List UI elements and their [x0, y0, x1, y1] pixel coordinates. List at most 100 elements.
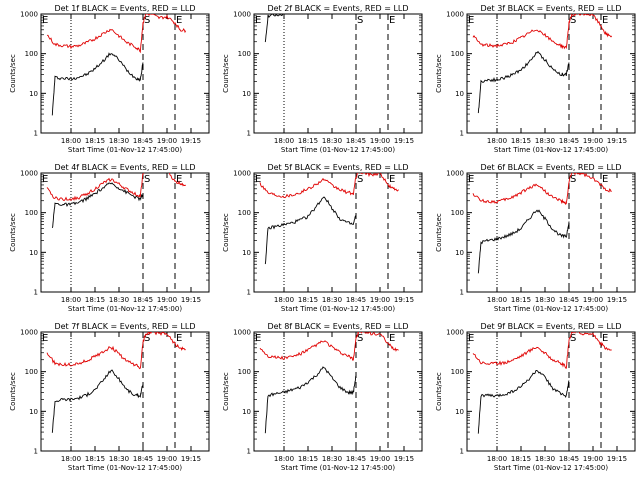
x-tick-label: 18:45 [559, 455, 579, 463]
x-tick-label: 18:30 [535, 137, 555, 145]
x-tick-label: 19:00 [583, 455, 603, 463]
x-tick-label: 18:00 [61, 455, 81, 463]
events-series-line [477, 370, 570, 434]
x-tick-label: 18:30 [535, 296, 555, 304]
x-tick-label: 19:15 [181, 137, 201, 145]
y-tick-label: 10 [29, 249, 38, 257]
y-tick-label: 1 [247, 130, 251, 138]
y-tick-label: 1 [247, 289, 251, 297]
marker-label-s: S [570, 174, 576, 185]
marker-label-e-left: E [255, 333, 261, 344]
marker-label-e: E [176, 333, 182, 344]
marker-label-s: S [144, 15, 150, 26]
x-tick-label: 18:45 [346, 455, 366, 463]
plot-frame [253, 172, 423, 293]
marker-label-e: E [602, 174, 608, 185]
panel-det-1: Det 1f BLACK = Events, RED = LLD 1 10 100 10… [9, 4, 210, 154]
x-tick-label: 18:00 [61, 137, 81, 145]
marker-label-e: E [176, 15, 182, 26]
panel-title: Det 2f BLACK = Events, RED = LLD [267, 4, 408, 13]
x-tick-label: 19:00 [583, 296, 603, 304]
x-tick-label: 19:00 [157, 296, 177, 304]
x-tick-label: 18:45 [133, 137, 153, 145]
x-tick-label: 18:45 [346, 296, 366, 304]
y-tick-label: 100 [451, 368, 464, 376]
events-series-line [264, 196, 357, 265]
plot-frame [40, 172, 210, 293]
x-tick-label: 18:45 [559, 296, 579, 304]
y-tick-label: 1000 [233, 11, 251, 19]
y-tick-label: 1 [247, 448, 251, 456]
y-axis-label: Counts/sec [9, 372, 17, 411]
marker-label-s: S [570, 333, 576, 344]
events-series-line [477, 209, 570, 274]
lld-series-line [259, 173, 399, 199]
x-tick-label: 18:30 [535, 455, 555, 463]
y-tick-label: 100 [25, 368, 38, 376]
y-tick-label: 10 [242, 408, 251, 416]
plot-frame [466, 13, 636, 134]
x-tick-label: 19:00 [370, 455, 390, 463]
y-tick-label: 1 [460, 448, 464, 456]
lld-series-line [472, 332, 612, 369]
marker-label-e-left: E [255, 174, 261, 185]
marker-label-e-left: E [42, 174, 48, 185]
x-tick-label: 18:15 [511, 137, 531, 145]
x-tick-label: 19:15 [607, 137, 627, 145]
y-tick-label: 100 [451, 50, 464, 58]
x-tick-label: 18:00 [487, 455, 507, 463]
y-tick-label: 1000 [446, 11, 464, 19]
panel-det-6: Det 6f BLACK = Events, RED = LLD 1 10 100 10… [435, 163, 636, 313]
x-tick-label: 19:15 [181, 296, 201, 304]
panel-title: Det 4f BLACK = Events, RED = LLD [54, 163, 195, 172]
marker-label-s: S [144, 174, 150, 185]
marker-label-e-left: E [468, 174, 474, 185]
panel-title: Det 6f BLACK = Events, RED = LLD [480, 163, 621, 172]
y-tick-label: 1 [460, 289, 464, 297]
x-tick-label: 18:00 [61, 296, 81, 304]
x-axis-label: Start Time (01-Nov-12 17:45:00) [494, 464, 608, 472]
y-axis-label: Counts/sec [222, 54, 230, 93]
panel-title: Det 7f BLACK = Events, RED = LLD [54, 322, 195, 331]
y-tick-label: 1000 [446, 170, 464, 178]
x-tick-label: 18:30 [109, 455, 129, 463]
x-tick-label: 18:45 [346, 137, 366, 145]
x-axis-label: Start Time (01-Nov-12 17:45:00) [68, 305, 182, 313]
x-tick-label: 18:45 [133, 296, 153, 304]
marker-label-s: S [570, 15, 576, 26]
lld-series-line [46, 173, 187, 202]
x-tick-label: 19:15 [394, 455, 414, 463]
x-tick-label: 18:15 [511, 455, 531, 463]
x-axis-label: Start Time (01-Nov-12 17:45:00) [494, 146, 608, 154]
marker-label-s: S [357, 333, 363, 344]
x-tick-label: 19:00 [370, 137, 390, 145]
x-axis-label: Start Time (01-Nov-12 17:45:00) [281, 146, 395, 154]
y-axis-label: Counts/sec [9, 54, 17, 93]
y-tick-label: 1000 [233, 170, 251, 178]
y-tick-label: 10 [455, 90, 464, 98]
lld-series-line [47, 14, 187, 54]
panel-det-4: Det 4f BLACK = Events, RED = LLD 1 10 100 10… [9, 163, 210, 313]
marker-label-s: S [144, 333, 150, 344]
x-tick-label: 18:00 [487, 137, 507, 145]
y-tick-label: 1000 [20, 329, 38, 337]
x-axis-label: Start Time (01-Nov-12 17:45:00) [68, 146, 182, 154]
x-tick-label: 18:30 [322, 296, 342, 304]
marker-label-e-left: E [42, 15, 48, 26]
panel-title: Det 1f BLACK = Events, RED = LLD [54, 4, 195, 13]
x-tick-label: 19:00 [157, 137, 177, 145]
x-tick-label: 19:00 [370, 296, 390, 304]
y-axis-label: Counts/sec [9, 213, 17, 252]
y-axis-label: Counts/sec [435, 213, 443, 252]
marker-label-e: E [389, 174, 395, 185]
plot-frame [40, 13, 210, 134]
plot-frame [466, 172, 636, 293]
y-tick-label: 100 [238, 209, 251, 217]
y-tick-label: 10 [29, 90, 38, 98]
x-axis-label: Start Time (01-Nov-12 17:45:00) [68, 464, 182, 472]
y-tick-label: 100 [25, 209, 38, 217]
lld-series-line [46, 332, 186, 370]
marker-label-e-left: E [255, 15, 261, 26]
x-tick-label: 18:30 [109, 296, 129, 304]
